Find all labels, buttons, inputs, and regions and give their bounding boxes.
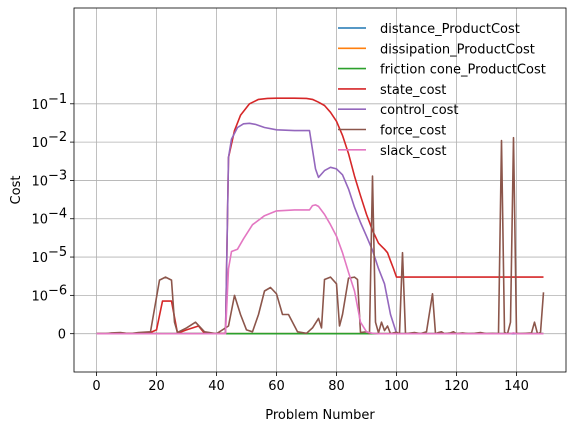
y-tick-exponent: −5 [48,245,67,260]
grid-layer [74,8,566,372]
x-tick-label: 60 [268,379,285,394]
legend-entry-label: friction cone_ProductCost [380,63,546,78]
series-line-state-cost [96,97,544,335]
plot-area [96,97,545,335]
y-tick-exponent: −2 [48,130,67,145]
x-tick-label: 40 [208,379,225,394]
legend-entry-label: distance_ProductCost [380,22,520,37]
x-axis-label: Problem Number [265,408,375,423]
legend-entry-label: control_cost [380,103,459,118]
axes-frame [73,7,567,373]
y-axis-label: Cost [9,176,24,205]
x-tick-label: 20 [148,379,165,394]
legend-entry-label: state_cost [380,83,446,98]
y-tick-label: 0 [58,328,66,343]
y-tick-label: 10 [31,289,48,304]
x-tick-label: 100 [384,379,409,394]
x-tick-label: 80 [328,379,345,394]
series-line-slack-cost [96,204,544,335]
y-tick-label: 10 [31,213,48,228]
series-line-force-cost [96,136,545,335]
x-tick-label: 0 [92,379,100,394]
y-tick-exponent: −3 [48,168,67,183]
y-tick-exponent: −4 [48,207,67,222]
series-line-control-cost [96,122,544,335]
legend-entry-label: slack_cost [380,144,447,159]
y-tick-label: 10 [31,98,48,113]
y-tick-label: 10 [31,251,48,266]
y-tick-exponent: −1 [48,92,67,107]
x-axis-ticks: 0 20 40 60 80 100 120 140 [92,372,529,394]
x-tick-label: 140 [504,379,529,394]
x-tick-label: 120 [444,379,469,394]
legend-entry-label: force_cost [380,124,446,139]
legend-entry-label: dissipation_ProductCost [380,42,535,57]
y-tick-label: 10 [31,174,48,189]
legend: distance_ProductCost dissipation_ProductC… [338,22,546,159]
y-axis-ticks: 010−610−510−410−310−210−1 [31,92,74,343]
y-tick-exponent: −6 [48,283,67,298]
y-tick-label: 10 [31,136,48,151]
